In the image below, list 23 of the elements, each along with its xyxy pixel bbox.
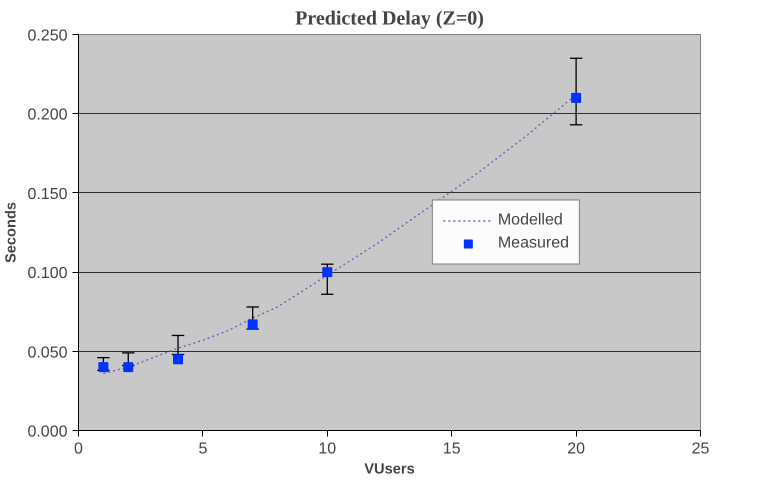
- x-tick-label: 20: [567, 440, 586, 458]
- point: [98, 362, 108, 372]
- legend-label: Modelled: [498, 212, 563, 230]
- point: [322, 267, 332, 278]
- x-tick-label: 15: [442, 440, 461, 458]
- x-tick-label: 0: [74, 440, 84, 458]
- x-tick-label: 25: [692, 440, 710, 458]
- point: [571, 92, 582, 103]
- y-tick-label: 0.200: [27, 106, 68, 124]
- y-axis-title: Seconds: [3, 202, 20, 264]
- y-tick-label: 0.050: [27, 344, 68, 362]
- x-axis-title: VUsers: [364, 462, 415, 478]
- x-tick-label: 5: [198, 440, 208, 458]
- legend-label: Measured: [498, 234, 569, 252]
- y-tick-label: 0.250: [27, 28, 68, 44]
- x-tick-label: 10: [318, 440, 336, 458]
- point: [248, 319, 258, 330]
- y-tick-label: 0.000: [27, 424, 68, 440]
- point: [173, 354, 184, 364]
- chart-title: Predicted Delay (Z=0): [295, 8, 484, 30]
- point: [123, 362, 134, 372]
- y-tick-label: 0.100: [27, 265, 68, 282]
- y-tick-label: 0.150: [27, 186, 68, 203]
